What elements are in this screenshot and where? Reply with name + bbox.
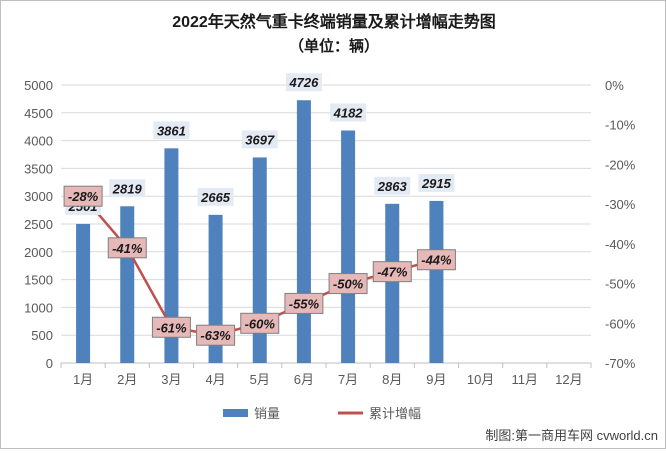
line-value-labels: -28% -41% -61% -63% -60% -55% -50% -47% -44% — [63, 185, 456, 346]
line-value-label-bg — [63, 185, 103, 207]
bar-value-label-bg — [109, 179, 146, 198]
bar-value-label-bg — [330, 103, 367, 122]
bar-value-label-bg — [241, 130, 278, 149]
left-tick-label: 2000 — [24, 245, 53, 260]
right-tick-label: -30% — [605, 197, 636, 212]
bar-value-label-bg — [153, 121, 190, 140]
line-value-label-bg — [372, 261, 412, 283]
line-value-label: -50% — [333, 277, 364, 292]
left-tick-label: 4000 — [24, 134, 53, 149]
x-tick-label: 11月 — [512, 372, 539, 387]
line-value-label-bg — [107, 237, 147, 259]
bar — [385, 203, 400, 363]
right-axis-ticks: 0% -10% -20% -30% -40% -50% -60% -70% — [605, 78, 636, 371]
line-value-label-bg — [284, 292, 324, 314]
line-value-label: -55% — [289, 296, 320, 311]
chart-subtitle: （单位：辆） — [289, 37, 379, 55]
line-value-label-bg — [196, 324, 236, 346]
x-tick-label: 12月 — [555, 372, 582, 387]
bar-value-label-bg — [418, 173, 455, 192]
bar — [429, 200, 444, 363]
line-value-label-bg — [416, 249, 456, 271]
line-value-label: -63% — [200, 328, 231, 343]
line-value-label: -44% — [421, 253, 452, 268]
line-value-label-bg — [240, 312, 280, 334]
x-tick-label: 1月 — [73, 372, 93, 387]
right-tick-label: -40% — [605, 237, 636, 252]
bar-value-label: 4726 — [288, 75, 319, 90]
line-value-label-bg — [151, 316, 191, 338]
left-tick-label: 3500 — [24, 161, 53, 176]
bar-value-label: 2863 — [377, 179, 408, 194]
left-tick-label: 1000 — [24, 300, 53, 315]
bar-value-label: 3697 — [245, 132, 275, 147]
x-tick-label: 9月 — [426, 372, 446, 387]
right-tick-label: -60% — [605, 316, 636, 331]
x-tick-label: 2月 — [117, 372, 137, 387]
left-axis-ticks: 0 500 1000 1500 2000 2500 3000 3500 4000 4500 5000 — [24, 78, 53, 371]
x-tick-label: 10月 — [467, 372, 494, 387]
x-tick-label: 6月 — [294, 372, 314, 387]
bar-value-label-bg — [197, 187, 234, 206]
x-tick-label: 8月 — [382, 372, 402, 387]
line-value-label: -41% — [112, 241, 143, 256]
left-tick-label: 3000 — [24, 189, 53, 204]
legend-label-line: 累计增幅 — [369, 406, 421, 421]
chart-title: 2022年天然气重卡终端销量及累计增幅走势图 — [172, 12, 496, 31]
left-tick-label: 4500 — [24, 106, 53, 121]
bar — [164, 148, 179, 363]
source-credit: 制图:第一商用车网 cvworld.cn — [485, 428, 658, 443]
legend-swatch-bar — [223, 409, 248, 417]
left-tick-label: 0 — [46, 356, 53, 371]
x-axis-ticks: 1月 2月 3月 4月 5月 6月 7月 8月 9月 10月 11月 12月 — [73, 372, 583, 387]
legend-label-bar: 销量 — [254, 406, 280, 421]
right-tick-label: -50% — [605, 277, 636, 292]
bar-value-label: 4182 — [333, 105, 364, 120]
legend: 销量 累计增幅 — [223, 406, 421, 421]
right-tick-label: -20% — [605, 157, 636, 172]
grid-layer — [60, 84, 592, 368]
left-tick-label: 500 — [31, 328, 53, 343]
bar — [341, 130, 356, 363]
x-tick-label: 4月 — [205, 372, 225, 387]
line-value-label-bg — [328, 273, 368, 295]
bar — [76, 223, 91, 363]
bar-value-label-bg — [374, 176, 411, 195]
bar — [296, 100, 311, 363]
bar-value-label: 2915 — [421, 176, 452, 191]
bar — [120, 206, 135, 363]
bar-value-label: 2665 — [200, 190, 231, 205]
right-tick-label: -10% — [605, 118, 636, 133]
left-tick-label: 1500 — [24, 273, 53, 288]
right-tick-label: 0% — [605, 78, 624, 93]
x-tick-label: 3月 — [161, 372, 181, 387]
bar-value-label: 3861 — [157, 123, 186, 138]
right-tick-label: -70% — [605, 356, 636, 371]
x-tick-label: 7月 — [338, 372, 358, 387]
line-value-label: -61% — [156, 320, 187, 335]
bar-value-label: 2819 — [112, 181, 143, 196]
left-tick-label: 5000 — [24, 78, 53, 93]
line-value-label: -60% — [245, 316, 276, 331]
x-tick-label: 5月 — [250, 372, 270, 387]
line-value-label: -28% — [68, 189, 99, 204]
line-value-label: -47% — [377, 265, 408, 280]
bar — [252, 157, 267, 363]
left-tick-label: 2500 — [24, 217, 53, 232]
bar-value-label-bg — [285, 73, 322, 92]
